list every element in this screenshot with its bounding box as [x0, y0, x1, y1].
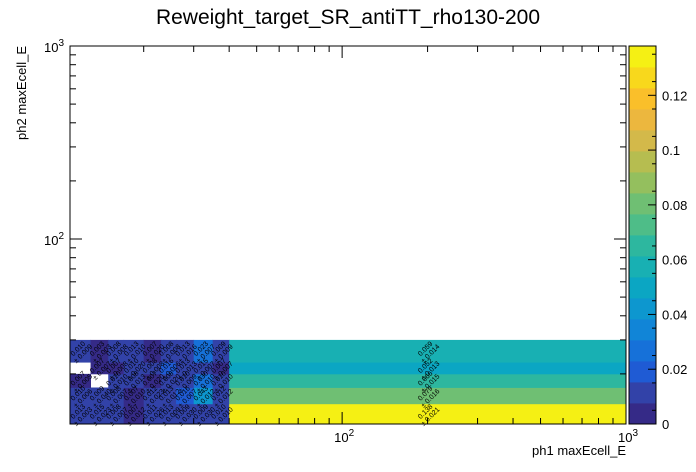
heatmap-cell	[193, 339, 214, 363]
heatmap-cell	[70, 387, 91, 405]
heatmap-cell	[212, 403, 230, 425]
color-scale-band	[629, 193, 656, 215]
heatmap-cells	[70, 339, 627, 425]
color-scale-band	[629, 319, 656, 341]
x-axis-label: ph1 maxEcell_E	[532, 443, 626, 458]
y-axis-label: ph2 maxEcell_E	[14, 46, 29, 140]
heatmap-cell	[229, 403, 627, 425]
heatmap-cell	[143, 339, 162, 363]
heatmap-cell	[212, 362, 230, 375]
color-scale-band	[629, 151, 656, 173]
heatmap-cell	[123, 387, 145, 405]
heatmap-cell	[212, 387, 230, 405]
heatmap-cell	[108, 403, 125, 425]
heatmap-cell	[143, 373, 162, 388]
heatmap-cell	[229, 339, 627, 363]
color-scale-label: 0.06	[662, 253, 687, 268]
color-scale-label: 0.12	[662, 88, 687, 103]
chart-title: Reweight_target_SR_antiTT_rho130-200	[156, 6, 540, 29]
heatmap-cell	[90, 403, 109, 425]
y-tick-label: 102	[44, 231, 64, 248]
heatmap-cell	[193, 362, 214, 375]
y-axis-ticks: 102 103	[44, 38, 626, 375]
color-scale-band	[629, 298, 656, 320]
heatmap-cell	[193, 387, 214, 405]
heatmap-cell	[176, 403, 195, 425]
color-scale-band	[629, 382, 656, 404]
heatmap-cell	[123, 373, 145, 388]
heatmap-cell	[143, 387, 162, 405]
heatmap-cell	[160, 339, 177, 363]
color-scale-band	[629, 403, 656, 425]
color-scale-band	[629, 88, 656, 110]
heatmap-cell	[160, 403, 177, 425]
heatmap-cell	[70, 339, 91, 363]
heatmap-cell	[90, 362, 109, 375]
heatmap-cell	[176, 362, 195, 375]
heatmap-cell	[176, 387, 195, 405]
heatmap-cell	[229, 362, 627, 375]
heatmap-cell	[143, 362, 162, 375]
heatmap-cell	[160, 362, 177, 375]
color-scale-band	[629, 340, 656, 362]
heatmap-cell	[108, 362, 125, 375]
heatmap-cell	[193, 403, 214, 425]
heatmap-cell	[108, 339, 125, 363]
heatmap-cell	[70, 373, 91, 388]
color-scale-band	[629, 361, 656, 383]
heatmap-cell	[176, 339, 195, 363]
color-scale-band	[629, 109, 656, 131]
heatmap-cell	[193, 373, 214, 388]
color-scale-label: 0.02	[662, 362, 687, 377]
color-scale-band	[629, 214, 656, 236]
heatmap-cell	[123, 362, 145, 375]
heatmap-cell	[70, 403, 91, 425]
plot-frame	[69, 45, 627, 425]
color-scale-band	[629, 130, 656, 152]
color-scale-label: 0.1	[662, 143, 680, 158]
color-scale-label: 0	[662, 417, 669, 432]
color-scale-band	[629, 256, 656, 278]
color-scale-band	[629, 172, 656, 194]
color-scale-label: 0.08	[662, 198, 687, 213]
x-tick-label: 102	[334, 428, 354, 445]
color-scale-band	[629, 46, 656, 68]
heatmap-cell	[123, 403, 145, 425]
heatmap-cell	[229, 387, 627, 405]
heatmap-cell	[108, 387, 125, 405]
heatmap-cell	[212, 339, 230, 363]
color-scale-band	[629, 67, 656, 89]
color-scale: 0 0.02 0.04 0.06 0.08 0.1 0.12	[628, 45, 687, 432]
color-scale-band	[629, 235, 656, 257]
heatmap-cell	[123, 339, 145, 363]
heatmap-cell	[143, 403, 162, 425]
color-scale-frame	[628, 45, 657, 425]
heatmap-cell	[90, 339, 109, 363]
y-tick-label: 103	[44, 38, 64, 55]
heatmap-cell	[176, 373, 195, 388]
heatmap-cell	[160, 387, 177, 405]
color-scale-band	[629, 277, 656, 299]
heatmap-cell	[108, 373, 125, 388]
heatmap-cell	[229, 373, 627, 388]
heatmap-cell	[212, 373, 230, 388]
color-scale-label: 0.04	[662, 307, 687, 322]
heatmap-cell	[160, 373, 177, 388]
heatmap-cell	[90, 387, 109, 405]
